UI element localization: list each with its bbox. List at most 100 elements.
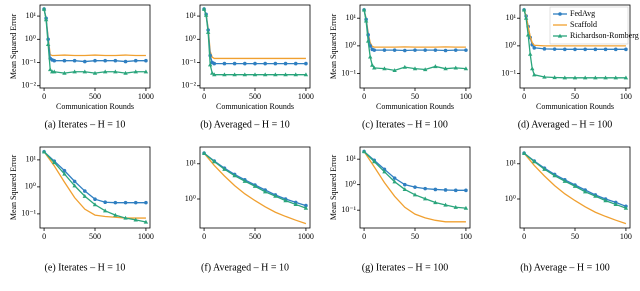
marker — [523, 15, 529, 20]
marker — [133, 58, 138, 63]
marker — [273, 72, 278, 77]
x-axis-label: Communication Rounds — [56, 102, 134, 111]
marker — [113, 212, 118, 217]
y-tick-label: 10¹ — [346, 154, 357, 163]
series-line — [203, 152, 307, 207]
marker — [41, 6, 47, 11]
series-line — [363, 9, 466, 72]
marker — [367, 54, 373, 59]
marker — [242, 178, 248, 183]
marker — [123, 70, 128, 75]
marker — [123, 59, 128, 64]
y-tick-label: 10⁰ — [505, 194, 516, 203]
marker — [463, 66, 469, 71]
series-line — [43, 8, 146, 57]
marker — [361, 149, 367, 154]
series-line — [43, 151, 146, 204]
marker — [232, 173, 237, 178]
marker — [143, 219, 149, 224]
marker — [201, 6, 207, 11]
marker — [102, 208, 108, 213]
marker — [222, 72, 227, 77]
y-tick-label: 10⁰ — [185, 34, 196, 43]
marker — [532, 46, 537, 50]
marker — [303, 205, 309, 210]
marker — [361, 7, 367, 12]
marker — [453, 204, 458, 209]
marker — [603, 75, 608, 80]
marker — [83, 189, 87, 193]
x-tick-label: 1000 — [298, 232, 314, 241]
y-axis-label: Mean Squared Error — [329, 14, 338, 80]
marker — [201, 150, 207, 155]
marker — [47, 67, 53, 72]
y-tick-label: 10¹ — [26, 11, 37, 20]
marker — [412, 66, 418, 71]
marker — [262, 189, 268, 194]
series-line — [203, 8, 306, 65]
marker — [542, 74, 547, 79]
series-line — [363, 9, 466, 48]
series-line — [363, 151, 466, 191]
marker — [365, 38, 371, 43]
marker — [103, 200, 107, 205]
marker — [212, 72, 217, 77]
marker — [423, 48, 427, 52]
marker — [412, 192, 418, 197]
marker — [62, 58, 67, 63]
marker — [392, 48, 397, 52]
series-line — [203, 152, 307, 225]
marker — [293, 202, 298, 207]
marker — [382, 48, 387, 52]
marker — [413, 48, 417, 52]
marker — [143, 69, 149, 74]
marker — [304, 61, 308, 66]
x-tick-label: 0 — [522, 92, 526, 101]
marker — [144, 200, 148, 205]
marker — [205, 30, 211, 34]
marker — [253, 61, 257, 66]
marker — [370, 62, 375, 67]
marker — [113, 58, 118, 63]
panel: 0 50 100 10¹ 10⁰ (h) Average – H = 100 — [505, 146, 632, 273]
marker — [72, 58, 77, 63]
y-axis-label: Mean Squared Error — [329, 155, 338, 221]
y-tick-label: 10¹ — [186, 159, 197, 168]
marker — [283, 72, 288, 77]
marker — [443, 66, 448, 71]
legend-label: Scaffold — [570, 20, 597, 29]
series-line — [43, 8, 146, 74]
y-tick-label: 10⁰ — [25, 182, 36, 191]
y-tick-label: 10¹ — [26, 155, 37, 164]
series-line — [43, 8, 146, 63]
marker — [583, 47, 587, 52]
caption: (a) Iterates – H = 10 — [45, 119, 126, 130]
x-tick-label: 50 — [571, 232, 579, 241]
marker — [453, 188, 458, 193]
x-axis-label: Communication Rounds — [376, 102, 454, 111]
marker — [262, 72, 268, 77]
marker — [102, 69, 108, 74]
x-tick-label: 0 — [202, 92, 206, 101]
panel: 0 500 1000 10¹ 10⁰ (f) Averaged – H = 10 — [185, 146, 314, 273]
marker — [542, 166, 547, 171]
marker — [52, 58, 57, 63]
marker — [62, 171, 67, 176]
series-line — [363, 151, 466, 223]
panel: 0 500 1000 10¹ 10⁰ 10⁻¹ 10⁻² Communication Roun… — [181, 4, 314, 130]
marker — [392, 179, 397, 184]
marker — [93, 58, 97, 63]
marker — [603, 198, 608, 203]
y-axis-label: Mean Squared Error — [9, 155, 18, 221]
plot-frame — [39, 146, 151, 229]
x-tick-label: 0 — [522, 232, 526, 241]
panel: 0 50 100 10¹ 10⁰ 10⁻¹ Communication Rounds (d) … — [501, 4, 639, 130]
marker — [372, 65, 377, 70]
marker — [572, 183, 578, 188]
x-tick-label: 1000 — [298, 92, 314, 101]
y-tick-label: 10⁰ — [505, 41, 516, 50]
panel: 0 500 1000 10¹ 10⁰ 10⁻¹ 10⁻² Communication Roun… — [9, 4, 154, 130]
marker — [62, 168, 67, 173]
